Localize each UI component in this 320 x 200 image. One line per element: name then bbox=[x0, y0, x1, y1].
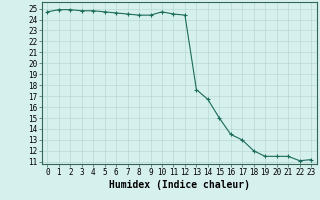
X-axis label: Humidex (Indice chaleur): Humidex (Indice chaleur) bbox=[109, 180, 250, 190]
